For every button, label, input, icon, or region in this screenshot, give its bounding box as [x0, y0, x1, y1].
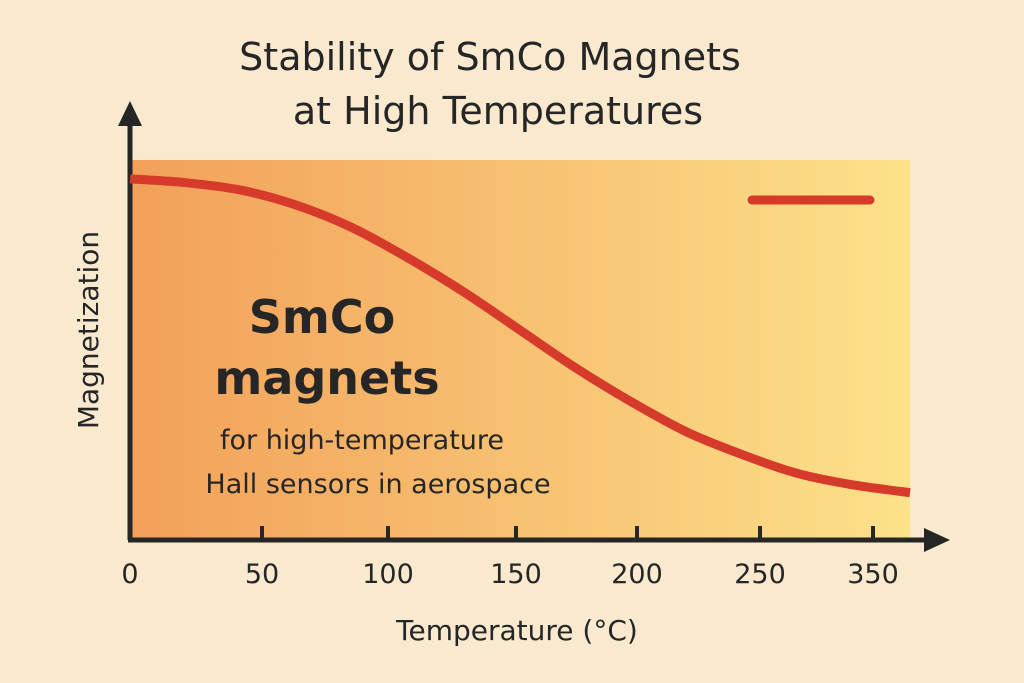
chart-title-line-2: at High Temperatures: [293, 89, 703, 133]
x-tick-label: 350: [847, 559, 899, 590]
x-ticks: 0 50 100 150 200 250 350: [121, 526, 899, 590]
annotation-sub-line-2: Hall sensors in aerospace: [205, 469, 550, 500]
annotation-main-line-2: magnets: [214, 351, 439, 405]
x-tick-label: 0: [121, 559, 138, 590]
annotation-main-line-1: SmCo: [249, 290, 395, 344]
x-axis-arrow-icon: [924, 528, 950, 552]
x-axis-label: Temperature (°C): [395, 614, 638, 647]
x-tick-label: 150: [490, 559, 542, 590]
x-tick-label: 100: [362, 559, 414, 590]
series-line-0: [129, 174, 911, 498]
x-tick-label: 200: [611, 559, 663, 590]
plot-area: [130, 160, 910, 538]
x-tick-label: 250: [734, 559, 786, 590]
series-layer: [129, 174, 911, 498]
y-axis-label: Magnetization: [72, 231, 105, 429]
y-axis-arrow-icon: [118, 101, 142, 126]
chart-title-line-1: Stability of SmCo Magnets: [239, 35, 741, 79]
annotation-sub-line-1: for high-temperature: [220, 425, 504, 456]
x-tick-label: 50: [245, 559, 279, 590]
